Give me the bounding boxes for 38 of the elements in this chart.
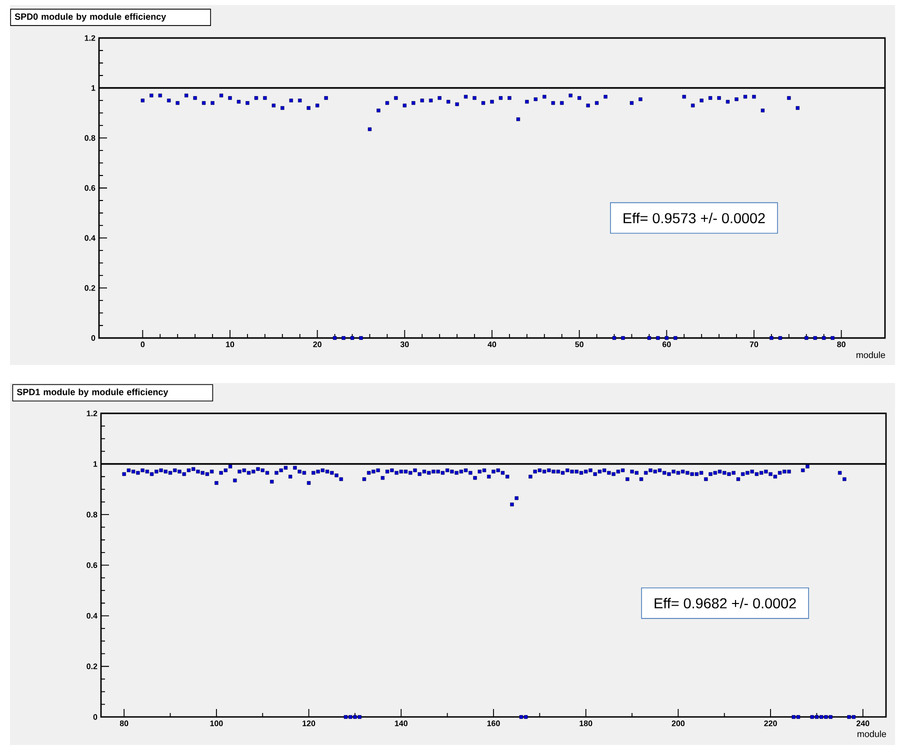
x-tick-label: 50 [575, 342, 584, 348]
chart-title: SPD1 module by module efficiency [16, 388, 168, 397]
chart-title: SPD0 module by module efficiency [14, 13, 166, 22]
x-tick-label: 120 [302, 720, 316, 726]
y-tick-label: 0.2 [84, 285, 96, 291]
x-tick-label: 220 [764, 720, 777, 726]
x-tick-label: 100 [210, 720, 223, 726]
y-tick-label: 0.2 [86, 664, 98, 670]
x-tick-label: 10 [226, 342, 234, 348]
x-tick-label: 160 [487, 720, 500, 726]
x-tick-label: 30 [400, 342, 409, 348]
x-tick-label: 180 [580, 720, 592, 726]
x-tick-label: 0 [140, 342, 145, 348]
x-tick-label: 140 [394, 720, 408, 726]
y-tick-label: 1 [94, 461, 98, 467]
x-tick-label: 240 [856, 720, 870, 726]
x-tick-label: 80 [120, 720, 128, 726]
annotation: Eff= 0.9682 +/- 0.0002 [654, 598, 796, 608]
y-tick-label: 0.6 [86, 562, 98, 568]
y-tick-label: 0.4 [84, 235, 96, 241]
y-tick-label: 0.8 [86, 512, 98, 518]
x-tick-label: 40 [488, 342, 496, 348]
annotation: Eff= 0.9573 +/- 0.0002 [624, 212, 765, 224]
y-tick-label: 0.6 [84, 185, 96, 191]
y-tick-label: 1.2 [86, 410, 98, 416]
y-tick-label: 1.2 [84, 35, 96, 41]
y-tick-label: 0 [93, 714, 98, 720]
x-tick-label: 200 [672, 720, 685, 726]
y-tick-label: 0 [91, 335, 96, 341]
y-tick-label: 0.4 [86, 612, 98, 619]
x-tick-label: 70 [750, 342, 758, 348]
x-axis-title: module [858, 730, 886, 738]
x-tick-label: 80 [837, 342, 846, 348]
x-tick-label: 20 [313, 342, 322, 348]
y-tick-label: 1 [92, 85, 96, 91]
x-axis-title: module [856, 352, 886, 358]
y-tick-label: 0.8 [84, 135, 96, 141]
x-tick-label: 60 [662, 342, 671, 348]
